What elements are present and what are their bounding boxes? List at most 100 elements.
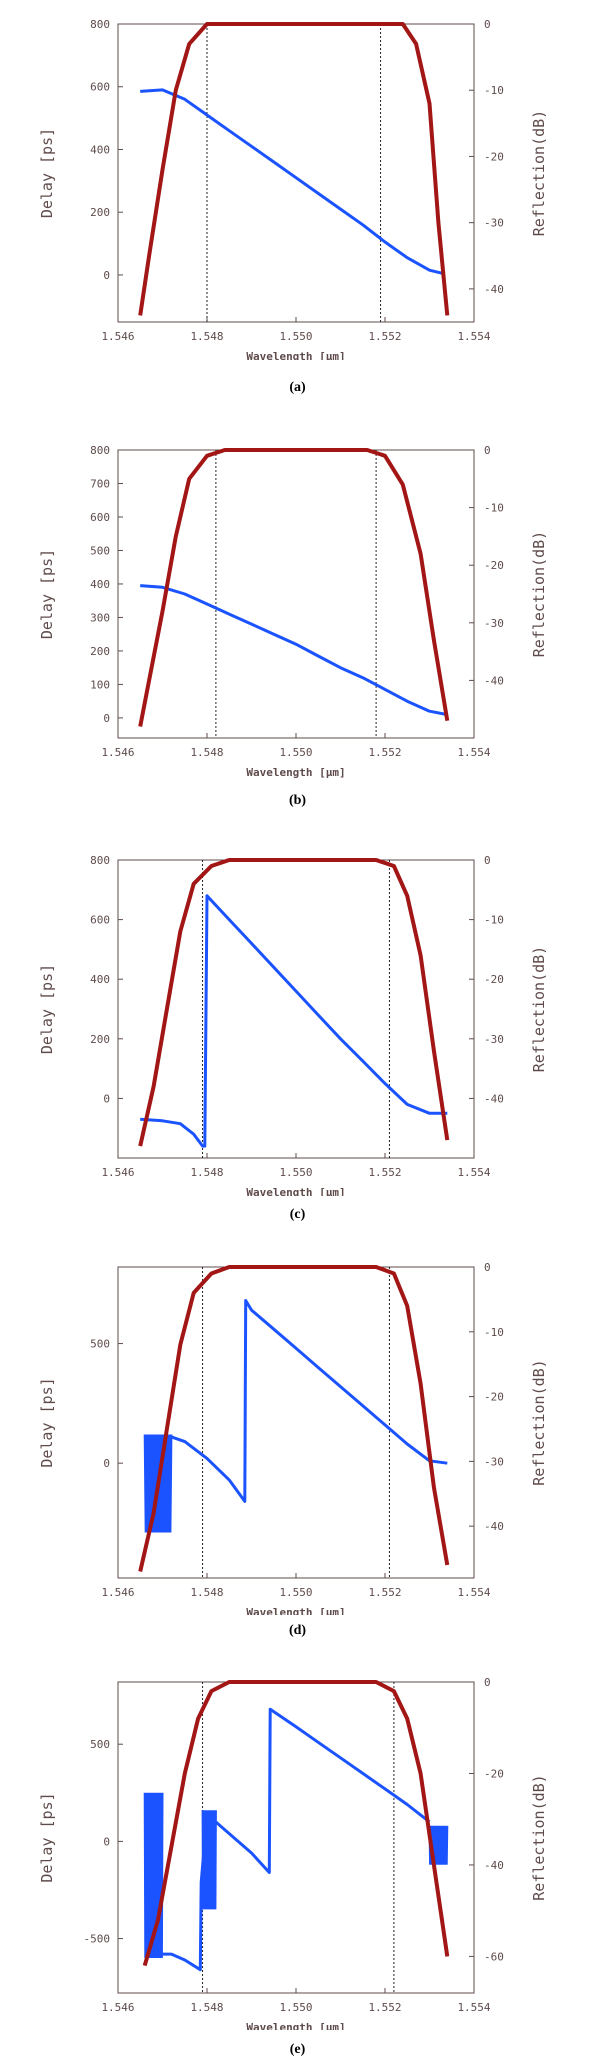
delay-ripple-band xyxy=(201,1810,217,1910)
y-left-tick-label: 400 xyxy=(90,578,110,591)
y-left-tick-label: 0 xyxy=(103,269,110,282)
y-right-tick-label: 0 xyxy=(484,18,491,31)
reflection-series-line xyxy=(138,22,450,316)
x-tick-label: 1.552 xyxy=(368,1166,401,1179)
x-axis-label: Wavelength [μm] xyxy=(246,350,345,360)
x-tick-label: 1.550 xyxy=(279,2001,312,2014)
y-right-axis-label: Reflection(dB) xyxy=(530,1359,548,1485)
y-right-tick-label: -10 xyxy=(484,84,504,97)
y-left-tick-label: 400 xyxy=(90,143,110,156)
y-left-axis-label: Delay [ps] xyxy=(38,964,56,1054)
y-left-tick-label: 400 xyxy=(90,973,110,986)
y-left-tick-label: 0 xyxy=(103,712,110,725)
y-right-axis-label: Reflection(dB) xyxy=(530,110,548,236)
x-tick-label: 1.552 xyxy=(368,330,401,343)
chart-a: 1.546 1.548 1.550 1.552 1.554 800 600 400 200 0 0 -… xyxy=(38,18,548,360)
chart-panel-c: 1.546 1.548 1.550 1.552 1.554 800 600 400 200 0 0 -… xyxy=(0,836,595,1242)
x-tick-label: 1.554 xyxy=(457,2001,490,2014)
y-left-tick-label: 500 xyxy=(90,544,110,557)
y-left-tick-label: 500 xyxy=(90,1338,110,1351)
caption-a: (a) xyxy=(289,380,306,395)
x-tick-label: 1.546 xyxy=(101,330,134,343)
y-right-axis-label: Reflection(dB) xyxy=(530,1774,548,1900)
reflection-series-line xyxy=(138,1265,450,1572)
y-left-tick-label: 800 xyxy=(90,854,110,867)
chart-panel-e: 1.546 1.548 1.550 1.552 1.554 500 0 -500 0 -20 -40… xyxy=(0,1658,595,2071)
delay-series-line xyxy=(140,584,448,717)
y-right-tick-label: -40 xyxy=(484,1520,504,1533)
y-right-tick-label: 0 xyxy=(484,444,491,457)
y-left-tick-label: 500 xyxy=(90,1738,110,1751)
y-left-axis-label: Delay [ps] xyxy=(38,1792,56,1882)
x-tick-label: 1.548 xyxy=(190,1166,223,1179)
plot-frame xyxy=(117,859,475,1159)
chart-e: 1.546 1.548 1.550 1.552 1.554 500 0 -500 0 -20 -40… xyxy=(38,1676,548,2030)
y-left-tick-label: -500 xyxy=(84,1933,111,1946)
caption-e: (e) xyxy=(289,2042,306,2057)
x-tick-label: 1.546 xyxy=(101,746,134,759)
x-tick-label: 1.546 xyxy=(101,1586,134,1599)
x-tick-label: 1.548 xyxy=(190,1586,223,1599)
chart-b: 1.546 1.548 1.550 1.552 1.554 800 700 600 500 400… xyxy=(38,444,548,779)
x-tick-label: 1.554 xyxy=(457,1166,490,1179)
x-tick-label: 1.550 xyxy=(279,746,312,759)
y-right-tick-label: -40 xyxy=(484,1859,504,1872)
y-right-tick-label: -30 xyxy=(484,1455,504,1468)
y-right-tick-label: -30 xyxy=(484,1033,504,1046)
y-left-tick-label: 0 xyxy=(103,1835,110,1848)
x-tick-label: 1.546 xyxy=(101,1166,134,1179)
chart-panel-a: 1.546 1.548 1.550 1.552 1.554 800 600 400 200 0 0 -… xyxy=(0,0,595,412)
y-right-tick-label: -20 xyxy=(484,1767,504,1780)
y-left-tick-label: 600 xyxy=(90,81,110,94)
y-left-tick-label: 200 xyxy=(90,645,110,658)
caption-b: (b) xyxy=(288,793,307,808)
y-left-axis-label: Delay [ps] xyxy=(38,128,56,218)
x-tick-label: 1.552 xyxy=(368,746,401,759)
y-left-tick-label: 600 xyxy=(90,511,110,524)
y-right-tick-label: -40 xyxy=(484,1092,504,1105)
chart-c: 1.546 1.548 1.550 1.552 1.554 800 600 400 200 0 0 -… xyxy=(38,854,548,1196)
x-tick-label: 1.554 xyxy=(457,1586,490,1599)
y-right-tick-label: 0 xyxy=(484,1261,491,1274)
y-right-tick-label: -40 xyxy=(484,283,504,296)
y-left-tick-label: 800 xyxy=(90,444,110,457)
x-tick-label: 1.554 xyxy=(457,330,490,343)
y-right-tick-label: -30 xyxy=(484,217,504,230)
y-right-tick-label: -10 xyxy=(484,502,504,515)
y-left-tick-label: 200 xyxy=(90,1033,110,1046)
y-right-tick-label: 0 xyxy=(484,1676,491,1689)
y-left-axis-label: Delay [ps] xyxy=(38,549,56,639)
y-right-tick-label: -20 xyxy=(484,150,504,163)
x-tick-label: 1.550 xyxy=(279,330,312,343)
y-right-tick-label: 0 xyxy=(484,854,491,867)
delay-ripple-band xyxy=(143,1434,173,1533)
x-tick-label: 1.548 xyxy=(190,2001,223,2014)
delay-series-line xyxy=(162,1707,431,1972)
y-right-tick-label: -60 xyxy=(484,1950,504,1963)
x-axis-label: Wavelength [μm] xyxy=(246,766,345,779)
x-tick-label: 1.548 xyxy=(190,746,223,759)
chart-panel-d: 1.546 1.548 1.550 1.552 1.554 500 0 0 -10 -20 -30 -… xyxy=(0,1243,595,1655)
caption-d: (d) xyxy=(288,1623,307,1638)
reflection-series-line xyxy=(138,448,450,727)
x-tick-label: 1.546 xyxy=(101,2001,134,2014)
chart-panel-b: 1.546 1.548 1.550 1.552 1.554 800 700 600 500 400… xyxy=(0,428,595,828)
y-left-tick-label: 700 xyxy=(90,477,110,490)
delay-series-line xyxy=(140,894,448,1148)
delay-series-line xyxy=(140,88,444,275)
y-left-tick-label: 0 xyxy=(103,1457,110,1470)
x-axis-label: Wavelength [μm] xyxy=(246,1186,345,1196)
x-axis-label: Wavelength [μm] xyxy=(246,1606,345,1615)
caption-c: (c) xyxy=(289,1207,306,1222)
x-tick-label: 1.552 xyxy=(368,1586,401,1599)
y-left-tick-label: 800 xyxy=(90,18,110,31)
chart-d: 1.546 1.548 1.550 1.552 1.554 500 0 0 -10 -20 -30 -… xyxy=(38,1261,548,1615)
y-right-tick-label: -20 xyxy=(484,559,504,572)
x-tick-label: 1.552 xyxy=(368,2001,401,2014)
x-tick-label: 1.554 xyxy=(457,746,490,759)
y-left-tick-label: 200 xyxy=(90,206,110,219)
y-left-tick-label: 300 xyxy=(90,611,110,624)
plot-frame xyxy=(117,449,475,739)
y-right-tick-label: -20 xyxy=(484,973,504,986)
y-left-tick-label: 600 xyxy=(90,914,110,927)
